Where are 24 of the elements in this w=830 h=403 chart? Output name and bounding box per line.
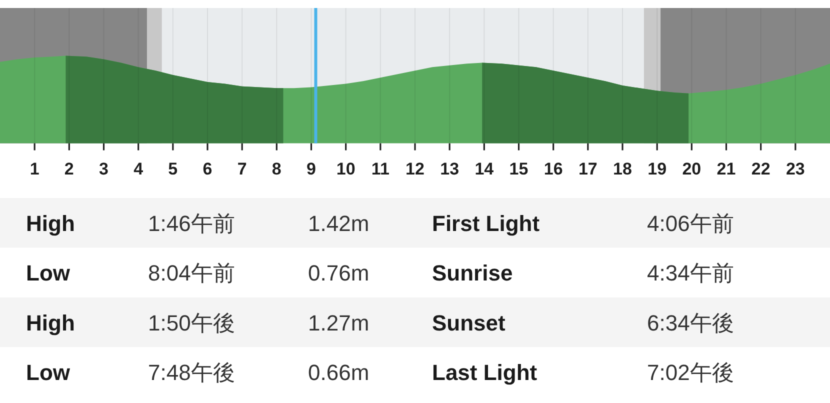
x-tick-label: 7 (237, 159, 247, 178)
x-tick-label: 4 (134, 159, 144, 178)
x-tick-label: 17 (578, 159, 598, 178)
x-tick-label: 18 (613, 159, 632, 178)
x-tick-label: 9 (306, 159, 316, 178)
x-tick-label: 23 (786, 159, 805, 178)
x-tick-label: 6 (202, 159, 212, 178)
x-tick-label: 3 (99, 159, 108, 178)
x-tick-label: 14 (474, 159, 494, 178)
x-tick-label: 2 (64, 159, 74, 178)
x-tick-label: 5 (168, 159, 178, 178)
x-tick-label: 11 (371, 159, 390, 178)
x-tick-label: 1 (30, 159, 40, 178)
x-tick-label: 19 (648, 159, 667, 178)
x-tick-label: 13 (440, 159, 460, 178)
table: High 1:46午前 1.42m First Light 4:06午前 Low 8:04午前 0.76m Sunrise 4:34午前 High 1:50午後 1.27m Sunset 6:34午後 Low 7:48午後 0.66m Last Light 7:02午後 (0, 198, 830, 385)
x-tick-label: 22 (751, 159, 770, 178)
x-tick-label: 10 (336, 159, 356, 178)
x-tick-label: 21 (716, 159, 736, 178)
x-tick-label: 8 (272, 159, 282, 178)
x-tick-label: 20 (682, 159, 702, 178)
x-tick-label: 15 (509, 159, 528, 178)
x-tick-label: 12 (406, 159, 424, 178)
x-tick-label: 16 (544, 159, 563, 178)
